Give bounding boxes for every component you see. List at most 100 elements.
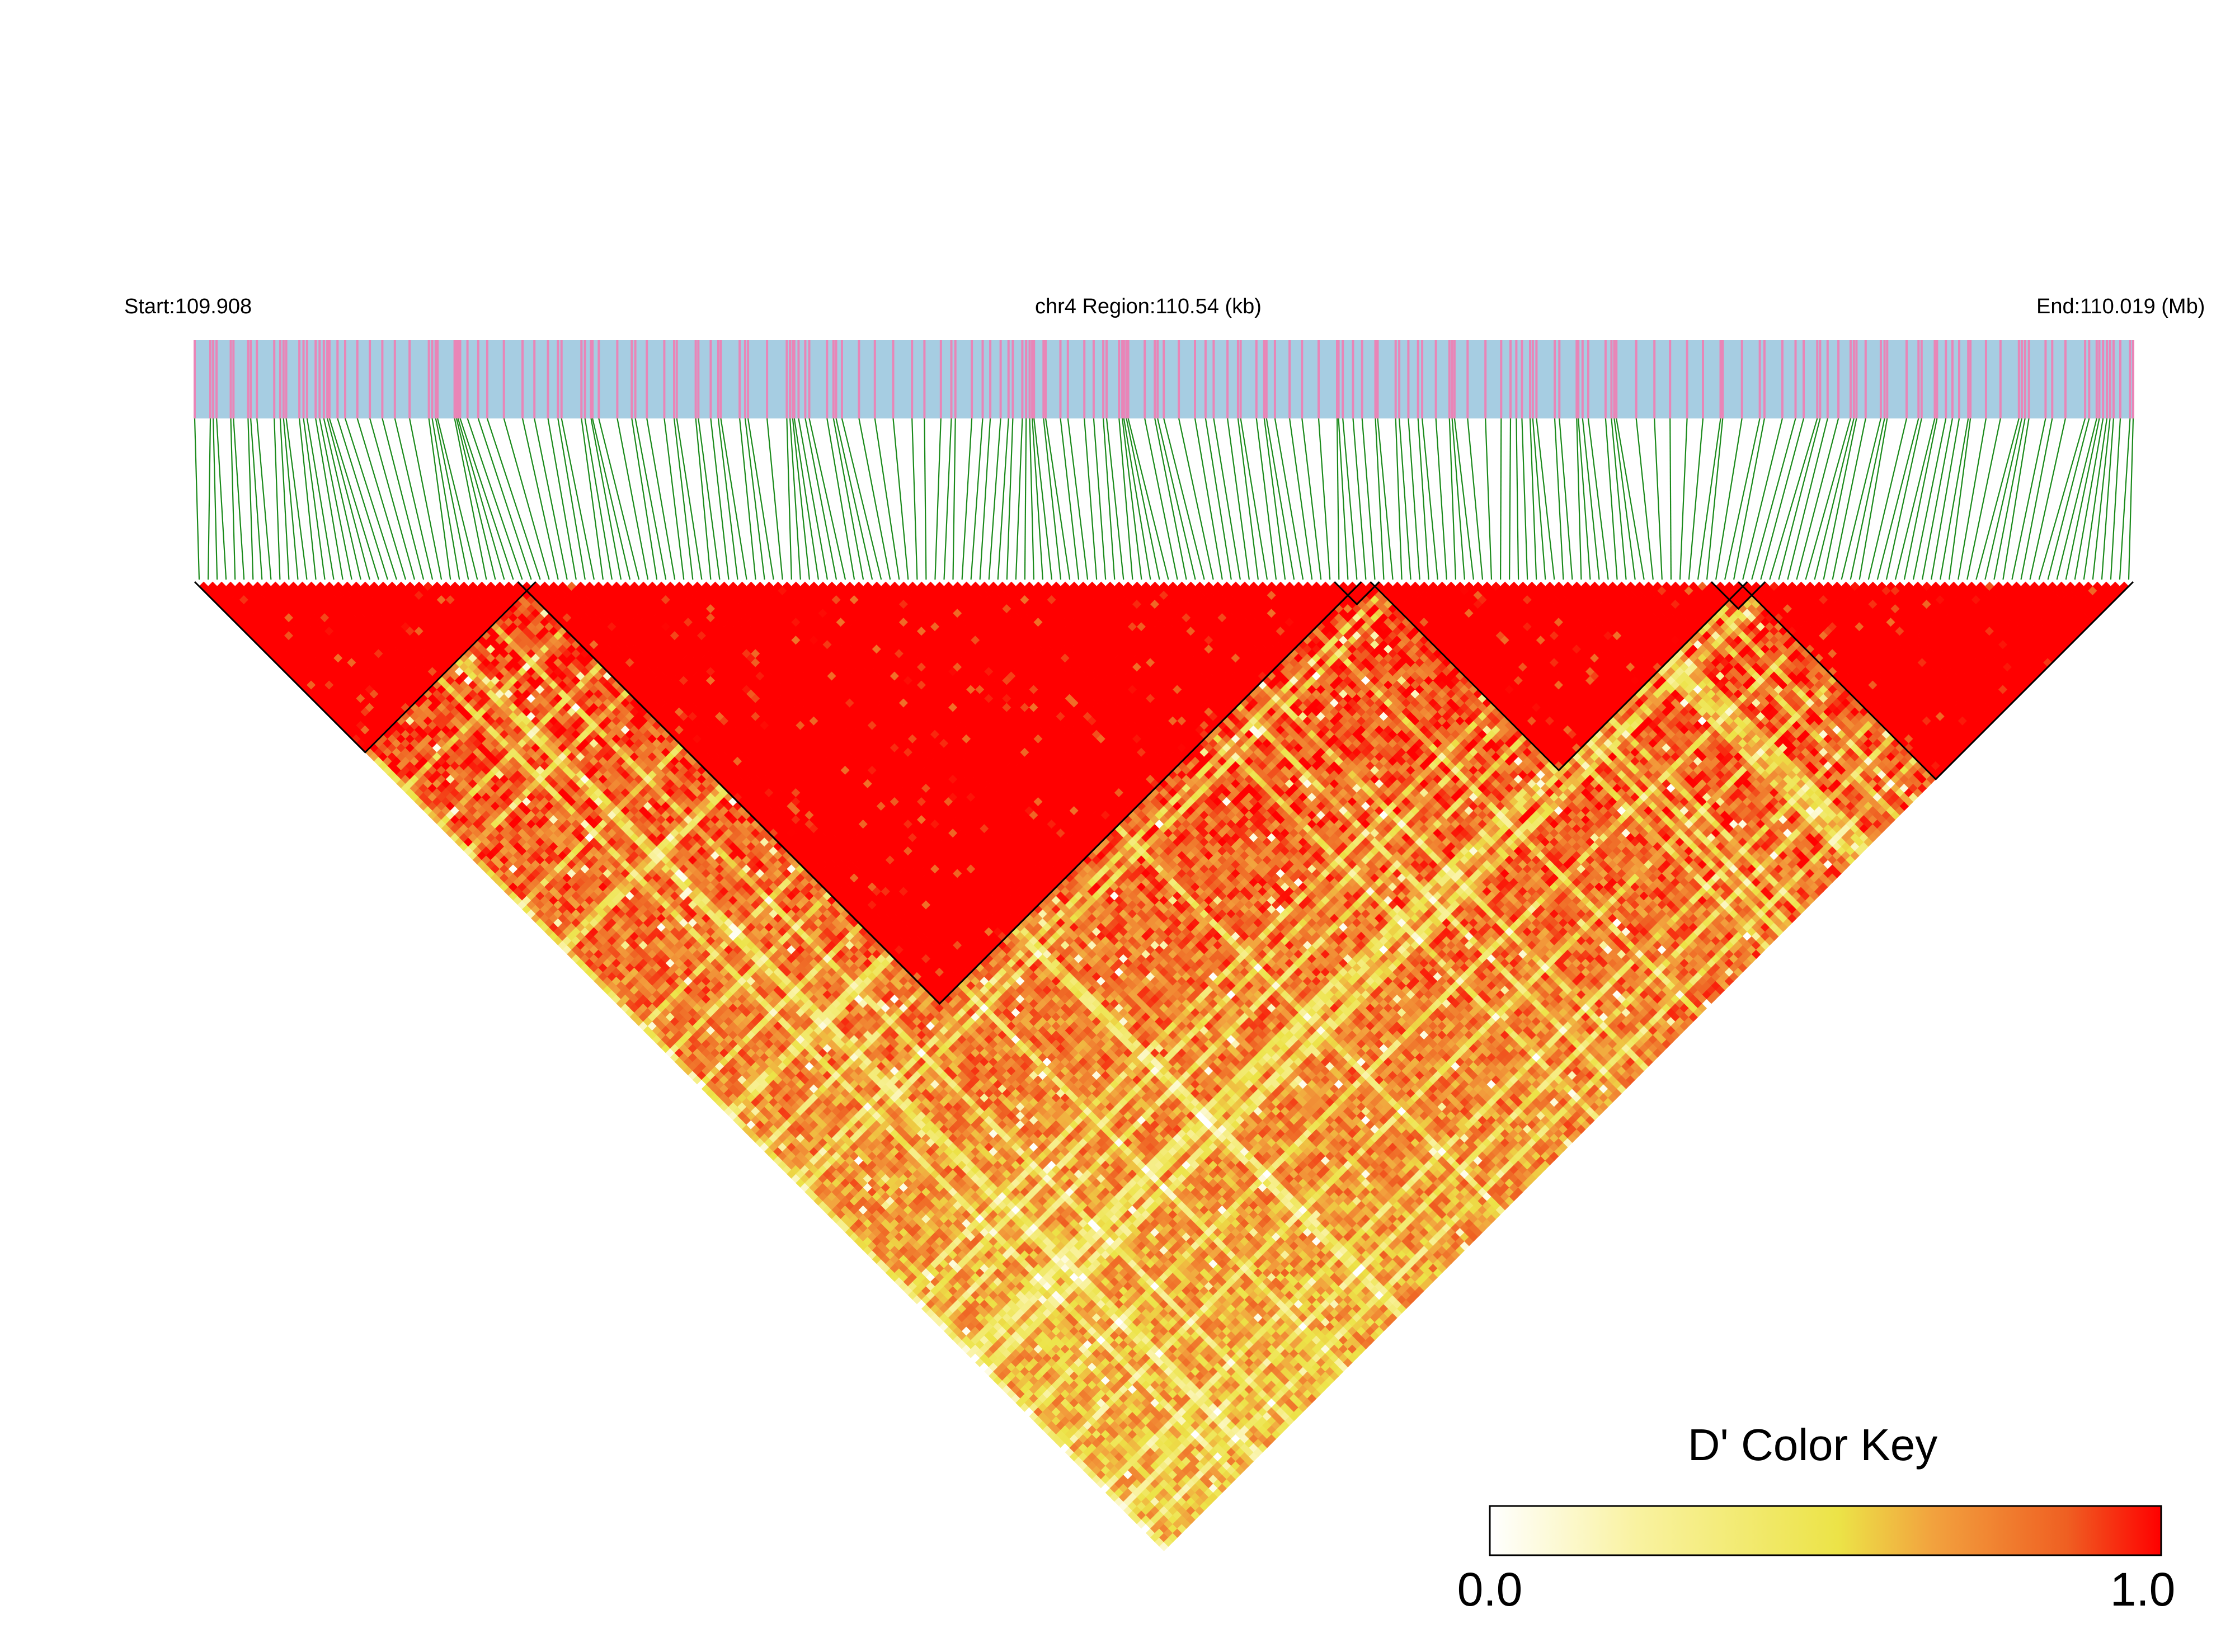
snp-mark — [502, 340, 505, 418]
snp-mark — [215, 340, 218, 418]
snp-mark — [318, 340, 321, 418]
snp-connector — [1796, 418, 1839, 580]
snp-connector — [1043, 418, 1062, 580]
snp-mark — [766, 340, 769, 418]
snp-mark — [797, 340, 800, 418]
snp-connector — [832, 418, 864, 580]
snp-mark — [1531, 340, 1534, 418]
snp-connector — [457, 418, 505, 580]
snp-mark — [832, 340, 835, 418]
snp-mark — [229, 340, 232, 418]
snp-connector — [1060, 418, 1080, 580]
snp-mark — [2044, 340, 2047, 418]
snp-mark — [212, 340, 215, 418]
snp-connector — [1227, 418, 1250, 580]
snp-mark — [1011, 340, 1014, 418]
snp-mark — [835, 340, 837, 418]
snp-mark — [1417, 340, 1419, 418]
snp-connector — [766, 418, 783, 580]
snp-connector — [1399, 418, 1411, 580]
snp-mark — [989, 340, 992, 418]
snp-connector — [323, 418, 361, 580]
snp-mark — [2088, 340, 2091, 418]
snp-mark — [1318, 340, 1320, 418]
snp-mark — [1686, 340, 1688, 418]
snp-mark — [560, 340, 563, 418]
snp-mark — [393, 340, 396, 418]
snp-mark — [709, 340, 712, 418]
snp-mark — [2106, 340, 2108, 418]
snp-mark — [1265, 340, 1268, 418]
snp-connector — [431, 418, 460, 580]
snp-connector — [1336, 418, 1340, 580]
snp-mark — [273, 340, 276, 418]
snp-mark — [436, 340, 439, 418]
snp-connector — [1265, 418, 1295, 580]
snp-mark — [616, 340, 619, 418]
snp-connector — [1958, 418, 1987, 580]
snp-mark — [209, 340, 211, 418]
snp-connector — [283, 418, 299, 580]
snp-connector — [874, 418, 900, 580]
snp-mark — [1263, 340, 1265, 418]
snp-mark — [1794, 340, 1797, 418]
snp-connector — [382, 418, 425, 580]
snp-connector-lines — [194, 418, 2134, 580]
snp-mark — [939, 340, 942, 418]
snp-connector — [789, 418, 801, 580]
snp-connector — [747, 418, 774, 580]
snp-mark — [557, 340, 559, 418]
snp-connector — [858, 418, 891, 580]
snp-mark — [1127, 340, 1130, 418]
snp-connector — [590, 418, 622, 580]
snp-connector — [598, 418, 640, 580]
snp-connector — [1975, 418, 2020, 580]
snp-mark — [250, 340, 252, 418]
snp-connector — [1029, 418, 1034, 580]
snp-connector — [1338, 418, 1349, 580]
snp-mark — [1883, 340, 1886, 418]
snp-connector — [584, 418, 613, 580]
chromosome-track — [194, 340, 2134, 418]
snp-connector — [997, 418, 1009, 580]
snp-mark — [1702, 340, 1704, 418]
snp-connector — [2074, 418, 2104, 580]
snp-mark — [1102, 340, 1105, 418]
snp-connector — [1733, 418, 1765, 580]
snp-connector — [744, 418, 765, 580]
snp-mark — [2024, 340, 2026, 418]
snp-mark — [1886, 340, 1889, 418]
snp-connector — [213, 418, 218, 580]
snp-mark — [1740, 340, 1743, 418]
snp-mark — [1163, 340, 1165, 418]
snp-mark — [1031, 340, 1034, 418]
snp-connector — [1157, 418, 1196, 580]
snp-mark — [194, 340, 196, 418]
snp-connector — [233, 418, 245, 580]
snp-mark — [1719, 340, 1722, 418]
snp-connector — [394, 418, 434, 580]
snp-mark — [533, 340, 536, 418]
snp-mark — [1239, 340, 1242, 418]
snp-connector — [710, 418, 730, 580]
snp-connector — [739, 418, 756, 580]
snp-connector — [435, 418, 469, 580]
snp-connector — [1778, 418, 1821, 580]
snp-mark — [1394, 340, 1397, 418]
snp-connector — [534, 418, 568, 580]
snp-connector — [1015, 418, 1023, 580]
snp-mark — [1118, 340, 1121, 418]
snp-connector — [717, 418, 738, 580]
snp-mark — [1226, 340, 1229, 418]
snp-connector — [2029, 418, 2066, 580]
snp-mark — [1025, 340, 1028, 418]
snp-mark — [1610, 340, 1613, 418]
snp-mark — [1466, 340, 1469, 418]
snp-connector — [1194, 418, 1223, 580]
snp-mark — [1484, 340, 1487, 418]
snp-connector — [2119, 418, 2131, 580]
snp-mark — [369, 340, 371, 418]
snp-connector — [2092, 418, 2111, 580]
snp-mark — [2102, 340, 2105, 418]
snp-mark — [302, 340, 305, 418]
